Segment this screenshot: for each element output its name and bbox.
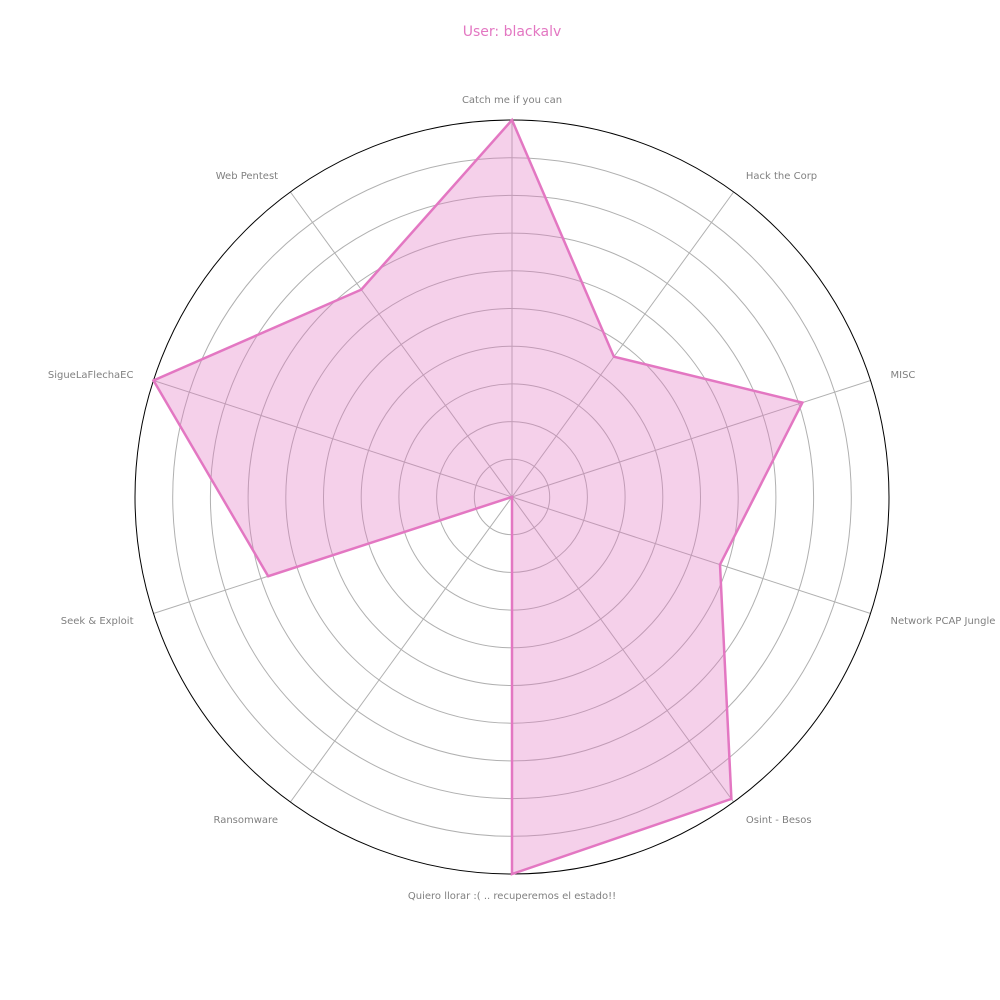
grid-spoke bbox=[511, 191, 734, 498]
grid-spoke bbox=[290, 496, 513, 803]
axis-label: Web Pentest bbox=[216, 171, 278, 182]
axis-label: Network PCAP Jungle bbox=[891, 616, 996, 627]
grid-spoke bbox=[511, 496, 734, 803]
grid-spoke bbox=[511, 380, 871, 498]
chart-title: User: blackalv bbox=[463, 24, 562, 40]
axis-label: Ransomware bbox=[213, 815, 278, 826]
axis-label: MISC bbox=[891, 370, 916, 381]
series bbox=[151, 117, 805, 876]
grid-spoke bbox=[290, 191, 513, 498]
series-area bbox=[153, 120, 803, 874]
axis-label: Hack the Corp bbox=[746, 171, 817, 182]
series-line bbox=[151, 117, 805, 876]
grid-spoke bbox=[153, 380, 513, 498]
axis-label: Catch me if you can bbox=[462, 95, 562, 106]
axis-label: Osint - Besos bbox=[746, 815, 812, 826]
axis-label: Seek & Exploit bbox=[61, 616, 134, 627]
axis-labels: Catch me if you can Hack the Corp MISC Netw… bbox=[48, 95, 996, 902]
axis-label: Quiero llorar :( .. recuperemos el estad… bbox=[408, 891, 616, 902]
axis-label: SigueLaFlechaEC bbox=[48, 370, 134, 381]
grid-spoke bbox=[511, 496, 871, 614]
